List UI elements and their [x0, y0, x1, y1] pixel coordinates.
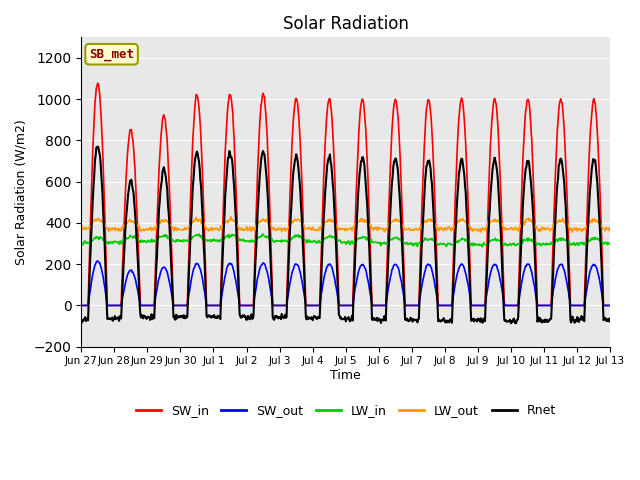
LW_in: [237, 238, 244, 243]
LW_out: [284, 227, 291, 232]
Rnet: [77, 318, 85, 324]
LW_in: [284, 238, 291, 244]
LW_out: [264, 216, 271, 222]
SW_in: [237, 302, 245, 308]
LW_in: [430, 238, 438, 244]
Rnet: [264, 186, 271, 192]
Line: LW_out: LW_out: [81, 216, 610, 232]
SW_out: [237, 302, 245, 308]
Line: LW_in: LW_in: [81, 234, 610, 247]
LW_in: [259, 231, 267, 237]
Rnet: [237, 315, 245, 321]
SW_in: [94, 80, 102, 86]
Y-axis label: Solar Radiation (W/m2): Solar Radiation (W/m2): [15, 119, 28, 265]
LW_in: [606, 240, 614, 246]
Line: SW_in: SW_in: [81, 83, 610, 305]
Rnet: [284, 295, 291, 301]
LW_out: [237, 225, 245, 231]
LW_out: [430, 220, 438, 226]
Line: Rnet: Rnet: [81, 146, 610, 324]
LW_out: [77, 224, 85, 230]
Text: SB_met: SB_met: [89, 48, 134, 61]
SW_in: [430, 174, 438, 180]
X-axis label: Time: Time: [330, 369, 361, 382]
LW_out: [227, 214, 234, 219]
Title: Solar Radiation: Solar Radiation: [283, 15, 409, 33]
LW_out: [401, 227, 408, 233]
LW_out: [606, 225, 614, 230]
Line: SW_out: SW_out: [81, 261, 610, 305]
Rnet: [401, 297, 408, 303]
SW_out: [401, 298, 408, 304]
SW_in: [77, 302, 85, 308]
LW_out: [569, 229, 577, 235]
LW_in: [401, 240, 408, 245]
LW_out: [140, 227, 147, 232]
SW_out: [77, 302, 85, 308]
Rnet: [94, 144, 102, 149]
SW_out: [606, 302, 614, 308]
LW_in: [479, 244, 486, 250]
SW_in: [401, 280, 408, 286]
Rnet: [430, 218, 438, 224]
SW_out: [264, 269, 271, 275]
Rnet: [606, 318, 614, 324]
SW_in: [264, 135, 271, 141]
SW_in: [140, 302, 148, 308]
SW_out: [284, 297, 291, 303]
LW_in: [140, 239, 147, 245]
SW_in: [284, 279, 291, 285]
SW_in: [606, 302, 614, 308]
SW_out: [94, 258, 102, 264]
Rnet: [512, 321, 520, 326]
Rnet: [140, 312, 148, 318]
SW_out: [140, 302, 148, 308]
LW_in: [264, 233, 271, 239]
LW_in: [77, 239, 85, 245]
SW_out: [430, 277, 438, 283]
Legend: SW_in, SW_out, LW_in, LW_out, Rnet: SW_in, SW_out, LW_in, LW_out, Rnet: [131, 399, 561, 422]
